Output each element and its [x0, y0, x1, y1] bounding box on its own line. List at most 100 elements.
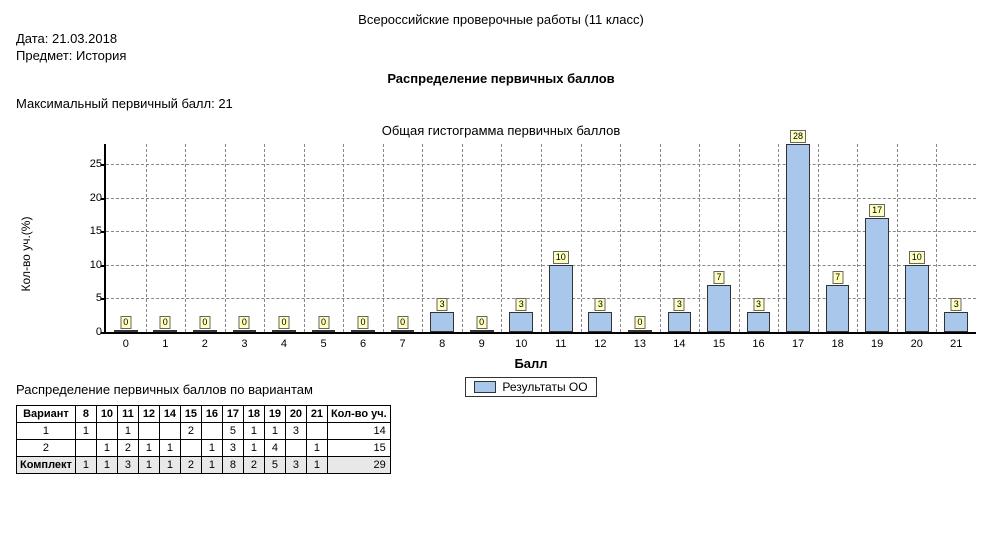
bar: 0	[391, 330, 415, 332]
legend-label: Результаты ОО	[502, 380, 587, 394]
bar: 0	[470, 330, 494, 332]
row-name-cell: 1	[17, 423, 76, 440]
bar-value-label: 0	[120, 316, 131, 329]
x-tick-label: 11	[555, 338, 566, 350]
bar: 3	[747, 312, 771, 332]
x-tick-label: 2	[202, 338, 208, 350]
date-label: Дата: 21.03.2018	[16, 31, 986, 46]
bar-value-label: 0	[199, 316, 210, 329]
x-tick-label: 3	[241, 338, 247, 350]
score-col-header: 18	[243, 406, 264, 423]
table-cell: 2	[243, 457, 264, 474]
table-cell: 3	[285, 457, 306, 474]
y-tick-label: 20	[82, 192, 102, 204]
x-tick-label: 5	[320, 338, 326, 350]
x-tick-label: 19	[871, 338, 883, 350]
bar-value-label: 3	[951, 298, 962, 311]
count-cell: 14	[327, 423, 390, 440]
bar: 0	[114, 330, 138, 332]
table-cell: 1	[96, 457, 117, 474]
bar: 0	[351, 330, 375, 332]
table-cell: 2	[117, 440, 138, 457]
table-cell: 1	[138, 457, 159, 474]
total-row: Комплект11311218253129	[17, 457, 391, 474]
bar-slot: 718	[818, 144, 858, 332]
bar-slot: 04	[264, 144, 304, 332]
bar: 28	[786, 144, 810, 332]
bar-slot: 02	[185, 144, 225, 332]
histogram-chart: Кол-во уч.(%) 05101520250001020304050607…	[76, 144, 986, 364]
table-cell: 1	[201, 440, 222, 457]
bar-slot: 1011	[541, 144, 581, 332]
score-col-header: 19	[264, 406, 285, 423]
table-row: 212111314115	[17, 440, 391, 457]
bar: 0	[272, 330, 296, 332]
legend: Результаты ОО	[76, 377, 986, 397]
subject-label: Предмет: История	[16, 48, 986, 63]
table-cell	[180, 440, 201, 457]
bar-value-label: 7	[832, 271, 843, 284]
x-tick-label: 0	[123, 338, 129, 350]
y-tick-label: 25	[82, 158, 102, 170]
bar-value-label: 3	[674, 298, 685, 311]
table-cell: 1	[96, 440, 117, 457]
score-col-header: 10	[96, 406, 117, 423]
bar: 17	[865, 218, 889, 332]
table-cell	[96, 423, 117, 440]
bar-value-label: 0	[634, 316, 645, 329]
x-tick-label: 8	[439, 338, 445, 350]
bar: 0	[312, 330, 336, 332]
table-cell: 2	[180, 423, 201, 440]
y-tick-label: 10	[82, 259, 102, 271]
count-cell: 15	[327, 440, 390, 457]
score-col-header: 21	[306, 406, 327, 423]
bar-value-label: 3	[595, 298, 606, 311]
table-cell: 1	[75, 423, 96, 440]
bar-slot: 00	[106, 144, 146, 332]
bar: 0	[153, 330, 177, 332]
bar-slot: 321	[936, 144, 976, 332]
bar: 0	[193, 330, 217, 332]
score-col-header: 16	[201, 406, 222, 423]
x-tick-label: 12	[594, 338, 606, 350]
x-tick-label: 7	[400, 338, 406, 350]
x-tick-label: 4	[281, 338, 287, 350]
y-tick-label: 15	[82, 225, 102, 237]
x-axis-label: Балл	[76, 356, 986, 371]
bar: 0	[233, 330, 257, 332]
bar-value-label: 0	[239, 316, 250, 329]
x-tick-label: 14	[673, 338, 685, 350]
x-tick-label: 6	[360, 338, 366, 350]
table-cell: 1	[201, 457, 222, 474]
bar-slot: 715	[699, 144, 739, 332]
score-col-header: 8	[75, 406, 96, 423]
bar-slot: 03	[225, 144, 265, 332]
bar: 0	[628, 330, 652, 332]
bar-value-label: 0	[318, 316, 329, 329]
table-cell	[75, 440, 96, 457]
bar-slot: 09	[462, 144, 502, 332]
page-main-title: Всероссийские проверочные работы (11 кла…	[16, 12, 986, 27]
table-cell: 5	[264, 457, 285, 474]
bar-slot: 1020	[897, 144, 937, 332]
bar-value-label: 0	[160, 316, 171, 329]
table-cell: 1	[138, 440, 159, 457]
score-col-header: 20	[285, 406, 306, 423]
col-variant-header: Вариант	[17, 406, 76, 423]
bar: 3	[430, 312, 454, 332]
table-cell: 3	[222, 440, 243, 457]
max-score-label: Максимальный первичный балл: 21	[16, 96, 986, 111]
row-name-cell: Комплект	[17, 457, 76, 474]
legend-box: Результаты ОО	[465, 377, 596, 397]
chart-title: Общая гистограмма первичных баллов	[16, 123, 986, 138]
table-cell: 1	[117, 423, 138, 440]
bar-value-label: 10	[909, 251, 925, 264]
bar: 10	[905, 265, 929, 332]
legend-swatch	[474, 381, 496, 393]
bar: 3	[588, 312, 612, 332]
distribution-title: Распределение первичных баллов	[16, 71, 986, 86]
table-cell	[306, 423, 327, 440]
table-cell	[159, 423, 180, 440]
bar-value-label: 0	[476, 316, 487, 329]
bar-slot: 2817	[778, 144, 818, 332]
